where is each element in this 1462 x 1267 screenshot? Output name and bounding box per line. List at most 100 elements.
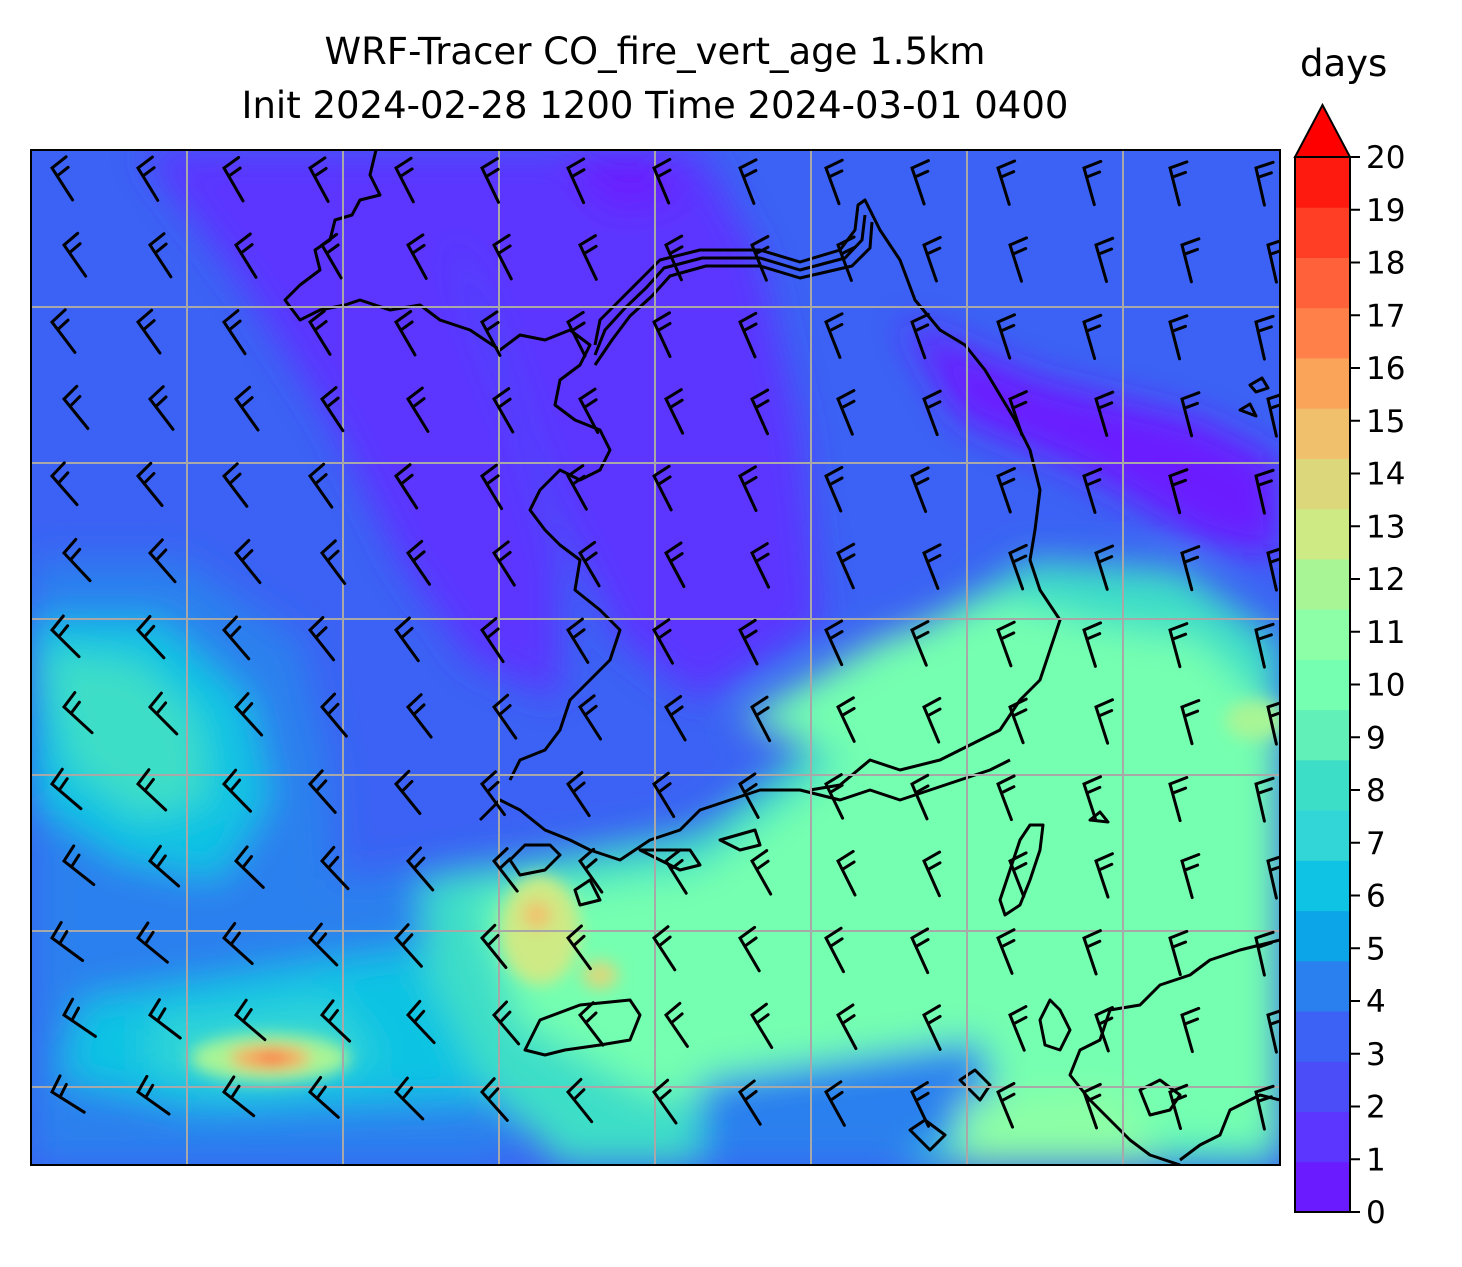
wind-barb (394, 156, 415, 204)
colorbar-tick-label: 11 (1366, 615, 1405, 651)
wind-barb (1180, 853, 1201, 900)
wind-barb (578, 387, 600, 435)
wind-barb (405, 539, 431, 586)
wind-barb (836, 235, 856, 282)
colorbar-tick-label: 18 (1366, 246, 1405, 282)
colorbar-tick-label: 17 (1366, 298, 1405, 334)
wind-barb (836, 696, 856, 743)
wind-barb (136, 921, 169, 964)
wind-barb (566, 310, 587, 358)
colorbar-segment (1295, 810, 1350, 861)
wind-barb (910, 773, 930, 821)
field-hotspot-orange-1 (523, 901, 551, 929)
field-region-green-east (740, 600, 1080, 760)
wind-barb (1180, 237, 1201, 284)
wind-barb (147, 385, 175, 431)
field-region-purple-top (560, 150, 680, 210)
island-elongated-east (998, 823, 1045, 917)
wind-barb (479, 770, 506, 817)
wind-barb (738, 465, 758, 512)
wind-barb (1254, 314, 1275, 361)
wind-barb (319, 539, 347, 585)
wind-barb (922, 543, 942, 590)
wind-barb (1180, 545, 1201, 592)
wind-barb (910, 927, 930, 975)
field-hotspot-red-sw (258, 1052, 286, 1064)
colorbar-segment (1295, 1161, 1350, 1213)
wind-barb (49, 614, 81, 659)
wind-barb (50, 155, 75, 202)
wind-barb (1168, 1083, 1189, 1130)
wind-barb (910, 312, 930, 360)
wind-barb (492, 387, 515, 434)
wind-barb (664, 234, 684, 282)
wind-barb (234, 232, 258, 279)
colorbar-segment (1295, 1011, 1350, 1062)
wind-barb (136, 155, 160, 202)
wind-barb (491, 847, 519, 893)
wind-barb (233, 692, 264, 737)
coastline-inlet-ribbon-3 (593, 221, 874, 366)
field-region-green-south (960, 1090, 1160, 1165)
wind-barb (910, 159, 930, 206)
colorbar-units-label: days (1300, 42, 1388, 85)
wind-barb (319, 692, 348, 738)
wind-barb (307, 1076, 340, 1119)
wind-barb (135, 615, 166, 660)
wind-barb (750, 542, 771, 589)
colorbar-tick-label: 9 (1366, 720, 1386, 756)
wind-barb (824, 926, 845, 974)
wind-barb (652, 925, 677, 972)
coastline-east-shore (1068, 938, 1280, 1165)
wind-barb (824, 619, 844, 667)
wind-barb (320, 232, 343, 280)
wind-barb (1008, 851, 1028, 898)
wind-barb (1094, 544, 1115, 591)
colorbar-segment (1295, 759, 1350, 811)
wind-barb (652, 157, 672, 205)
wind-barb (1254, 776, 1275, 823)
wind-barb (1008, 697, 1028, 745)
coastline-inlet-ribbon (593, 198, 1062, 792)
wind-barb (492, 233, 513, 281)
wind-barb (479, 617, 505, 664)
wind-barb (664, 848, 688, 895)
wind-barb (565, 924, 592, 971)
colorbar-tick-label: 16 (1366, 351, 1405, 387)
wind-barb (307, 769, 337, 814)
wind-barb (565, 771, 591, 818)
colorbar-segment (1295, 207, 1350, 258)
wind-barb (996, 313, 1016, 360)
wind-barb (1254, 930, 1275, 977)
wind-barb (393, 769, 422, 815)
colorbar-segment (1295, 910, 1350, 962)
wind-barb (1254, 1084, 1275, 1131)
wind-barb (750, 849, 773, 896)
wind-barb (922, 850, 942, 898)
wind-barb (750, 695, 772, 743)
colorbar-segment (1295, 558, 1350, 610)
wind-barb (664, 695, 687, 742)
wind-barb (1008, 236, 1028, 283)
wind-barb (1082, 467, 1103, 514)
wind-barb (394, 463, 419, 510)
wind-barb (61, 537, 92, 583)
wind-barb (49, 308, 77, 354)
wind-barb (578, 540, 601, 588)
wind-barb (824, 773, 845, 820)
wind-barb (480, 157, 500, 204)
wind-barb (836, 542, 856, 590)
wind-barb (394, 310, 417, 357)
wind-barb (136, 1074, 171, 1116)
colorbar-segment (1295, 860, 1350, 912)
wind-barb (824, 158, 844, 206)
colorbar-tick-label: 4 (1366, 984, 1386, 1020)
wind-barb (652, 464, 673, 512)
wind-barb (824, 465, 844, 513)
wind-barb (738, 618, 759, 666)
wind-barb (222, 156, 245, 203)
wind-barb (824, 1080, 846, 1127)
colorbar-tick-label: 6 (1366, 879, 1386, 915)
